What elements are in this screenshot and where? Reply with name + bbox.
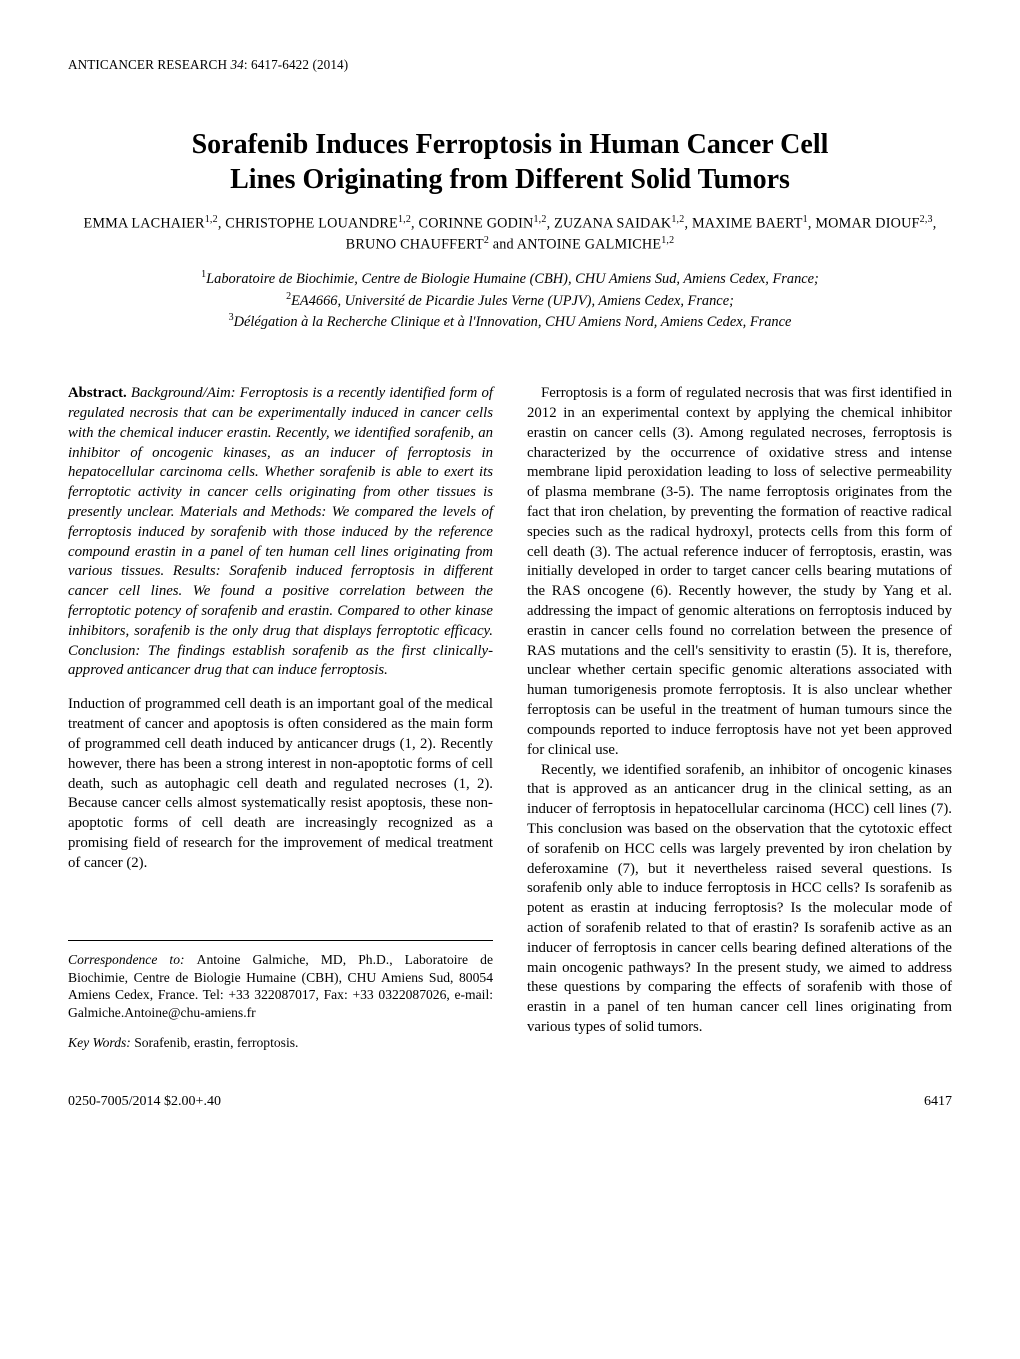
running-head-rest: : 6417-6422 (2014)	[244, 57, 348, 72]
spacer	[68, 874, 493, 926]
affiliation-list: 1Laboratoire de Biochimie, Centre de Bio…	[80, 268, 940, 332]
keywords-text: Sorafenib, erastin, ferroptosis.	[134, 1035, 298, 1050]
title-line-1: Sorafenib Induces Ferroptosis in Human C…	[192, 129, 829, 160]
footer-left: 0250-7005/2014 $2.00+.40	[68, 1093, 221, 1111]
running-head: ANTICANCER RESEARCH 34: 6417-6422 (2014)	[68, 56, 952, 73]
intro-paragraph: Induction of programmed cell death is an…	[68, 695, 493, 873]
correspondence-label: Correspondence to:	[68, 952, 197, 967]
running-head-volume: 34	[230, 57, 243, 72]
author-list: EMMA LACHAIER1,2, CHRISTOPHE LOUANDRE1,2…	[68, 213, 952, 254]
right-column: Ferroptosis is a form of regulated necro…	[527, 384, 952, 1052]
footer-page-number: 6417	[924, 1093, 952, 1111]
two-column-layout: Abstract. Background/Aim: Ferroptosis is…	[68, 384, 952, 1052]
left-column: Abstract. Background/Aim: Ferroptosis is…	[68, 384, 493, 1052]
keywords-block: Key Words: Sorafenib, erastin, ferroptos…	[68, 1034, 493, 1052]
page-footer: 0250-7005/2014 $2.00+.40 6417	[68, 1093, 952, 1111]
correspondence-block: Correspondence to: Antoine Galmiche, MD,…	[68, 951, 493, 1023]
spacer	[68, 681, 493, 695]
abstract-body: Background/Aim: Ferroptosis is a recentl…	[68, 385, 493, 678]
right-paragraph-2: Recently, we identified sorafenib, an in…	[527, 761, 952, 1038]
title-line-2: Lines Originating from Different Solid T…	[230, 164, 790, 195]
right-paragraph-1: Ferroptosis is a form of regulated necro…	[527, 384, 952, 760]
running-head-journal: ANTICANCER RESEARCH	[68, 57, 230, 72]
keywords-label: Key Words:	[68, 1035, 134, 1050]
divider	[68, 940, 493, 941]
article-title: Sorafenib Induces Ferroptosis in Human C…	[100, 127, 920, 197]
abstract-label: Abstract.	[68, 385, 127, 401]
abstract-paragraph: Abstract. Background/Aim: Ferroptosis is…	[68, 384, 493, 681]
